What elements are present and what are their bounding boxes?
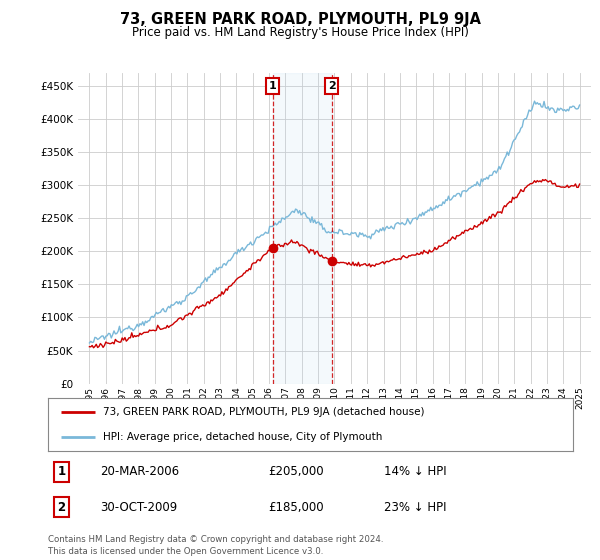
Text: 2: 2	[328, 81, 335, 91]
Text: Contains HM Land Registry data © Crown copyright and database right 2024.
This d: Contains HM Land Registry data © Crown c…	[48, 535, 383, 556]
Text: 2: 2	[58, 501, 65, 514]
Text: 1: 1	[269, 81, 277, 91]
Text: 73, GREEN PARK ROAD, PLYMOUTH, PL9 9JA (detached house): 73, GREEN PARK ROAD, PLYMOUTH, PL9 9JA (…	[103, 408, 425, 418]
Text: 30-OCT-2009: 30-OCT-2009	[101, 501, 178, 514]
Text: 73, GREEN PARK ROAD, PLYMOUTH, PL9 9JA: 73, GREEN PARK ROAD, PLYMOUTH, PL9 9JA	[119, 12, 481, 27]
Text: HPI: Average price, detached house, City of Plymouth: HPI: Average price, detached house, City…	[103, 432, 383, 442]
Text: £185,000: £185,000	[269, 501, 324, 514]
Bar	[273, 73, 332, 384]
Text: £205,000: £205,000	[269, 465, 324, 478]
Text: 1: 1	[58, 465, 65, 478]
Text: 23% ↓ HPI: 23% ↓ HPI	[384, 501, 446, 514]
Text: 20-MAR-2006: 20-MAR-2006	[101, 465, 179, 478]
Text: 14% ↓ HPI: 14% ↓ HPI	[384, 465, 446, 478]
Text: Price paid vs. HM Land Registry's House Price Index (HPI): Price paid vs. HM Land Registry's House …	[131, 26, 469, 39]
